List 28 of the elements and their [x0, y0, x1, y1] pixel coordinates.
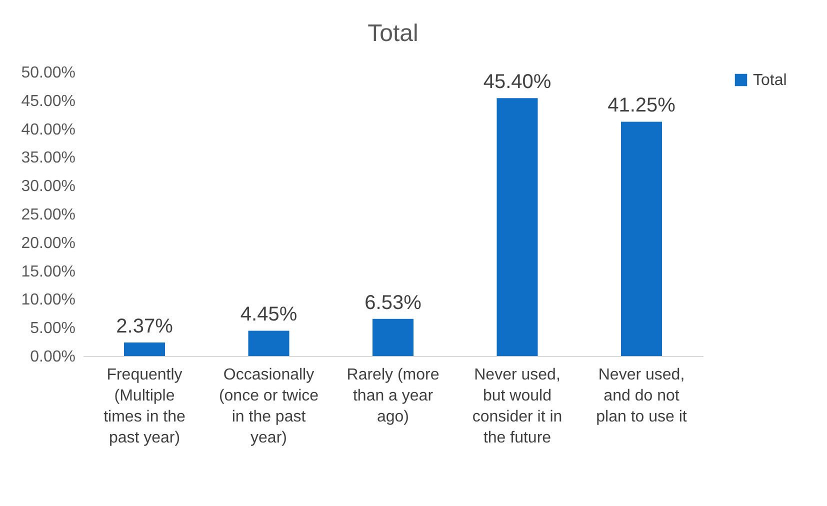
bar [124, 342, 166, 356]
y-tick-label: 5.00% [30, 320, 76, 338]
x-tick-label: Rarely (more than a year ago) [346, 366, 440, 426]
data-label: 6.53% [364, 292, 422, 314]
x-tick-label: Never used, but would consider it in the future [472, 366, 562, 446]
y-tick-label: 20.00% [21, 234, 76, 252]
data-label: 41.25% [608, 94, 676, 117]
y-tick-label: 25.00% [21, 206, 76, 224]
y-tick-label: 15.00% [21, 263, 76, 280]
x-tick-label: Frequently (Multiple times in the past year) [104, 366, 186, 446]
bar [372, 318, 414, 356]
x-tick-label: Never used, and do not plan to use it [596, 366, 688, 426]
chart-title: Total [368, 20, 418, 47]
data-label: 4.45% [240, 304, 298, 326]
data-label: 45.40% [483, 71, 552, 94]
data-label: 2.37% [116, 316, 174, 338]
bar [248, 330, 290, 356]
y-tick-label: 35.00% [21, 150, 76, 167]
y-tick-label: 40.00% [21, 121, 76, 138]
x-tick-label: Occasionally (once or twice in the past year) [218, 366, 319, 446]
bar [620, 122, 662, 356]
legend-label: Total [753, 72, 787, 89]
bar [496, 98, 538, 356]
y-tick-label: 0.00% [30, 348, 76, 366]
y-tick-label: 45.00% [21, 92, 76, 110]
y-tick-label: 30.00% [21, 178, 76, 196]
y-tick-label: 10.00% [21, 292, 76, 309]
y-tick-label: 50.00% [21, 64, 76, 82]
